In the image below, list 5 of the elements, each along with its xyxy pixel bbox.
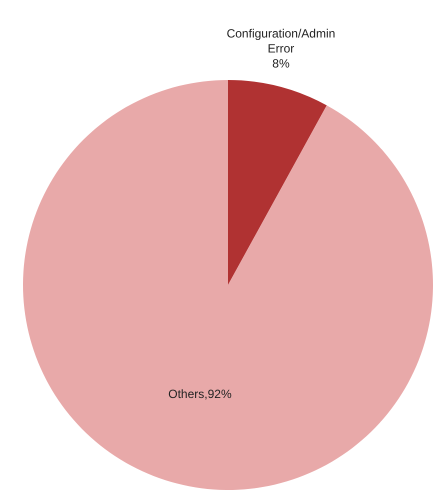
pie-slice bbox=[228, 80, 327, 285]
slice-label: Others,92% bbox=[168, 387, 232, 402]
data-label: 8% bbox=[272, 56, 290, 71]
pie-slice bbox=[23, 80, 433, 490]
slice-label: Configuration/Admin Error bbox=[226, 26, 336, 56]
